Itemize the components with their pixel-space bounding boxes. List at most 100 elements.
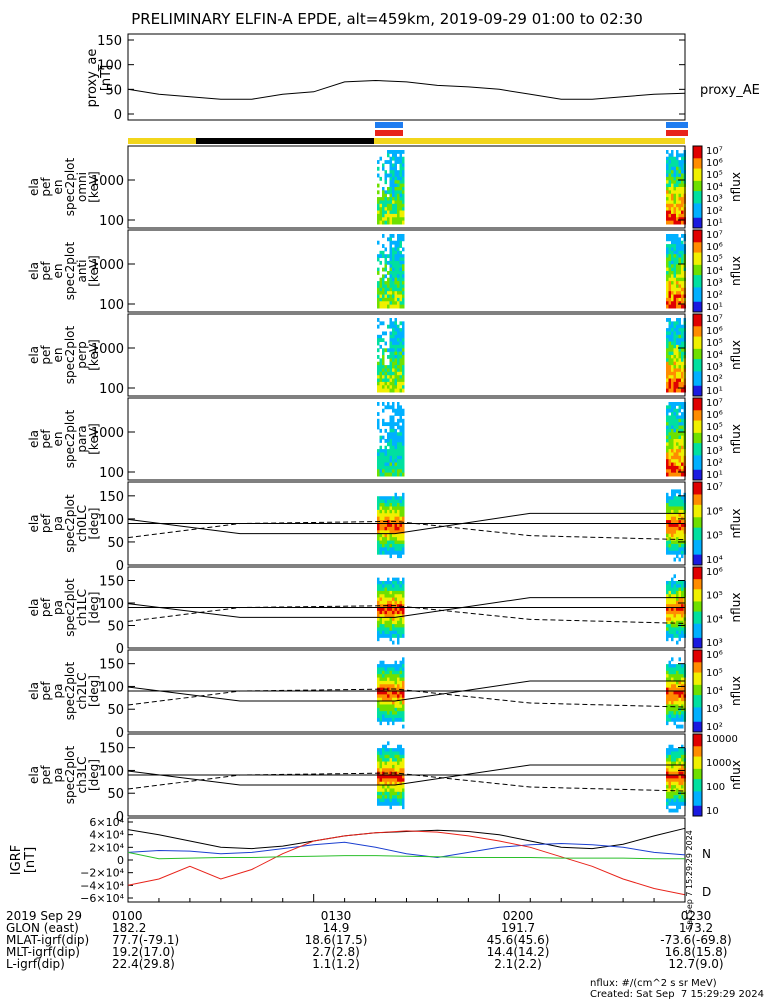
heatmap-cell bbox=[399, 385, 402, 390]
heatmap-cell bbox=[681, 428, 684, 433]
heatmap-cell bbox=[382, 714, 385, 719]
colorbar-cell bbox=[693, 595, 702, 598]
heatmap-cell bbox=[392, 287, 395, 292]
heatmap-cell bbox=[394, 274, 397, 279]
footer-value: 16.8(15.8) bbox=[664, 945, 728, 959]
heatmap-cell bbox=[382, 785, 385, 789]
heatmap-cell bbox=[392, 264, 395, 269]
heatmap-cell bbox=[382, 590, 385, 595]
heatmap-cell bbox=[394, 768, 397, 773]
heatmap-cell bbox=[399, 358, 402, 363]
heatmap-cell bbox=[387, 537, 390, 542]
heatmap-cell bbox=[387, 472, 390, 477]
heatmap-cell bbox=[678, 469, 681, 474]
heatmap-cell bbox=[673, 418, 676, 423]
heatmap-cell bbox=[678, 287, 681, 292]
footer-value: 14.4(14.2) bbox=[486, 945, 550, 959]
footer-value: 18.6(17.5) bbox=[304, 933, 368, 947]
heatmap-cell bbox=[671, 808, 674, 813]
y-tick-label: 100 bbox=[99, 680, 124, 695]
heatmap-cell bbox=[402, 805, 405, 810]
heatmap-cell bbox=[384, 630, 387, 635]
heatmap-cell bbox=[399, 667, 402, 672]
heatmap-cell bbox=[678, 338, 681, 343]
heatmap-cell bbox=[384, 707, 387, 712]
colorbar-cell bbox=[693, 297, 702, 301]
heatmap-cell bbox=[379, 627, 382, 632]
heatmap-cell bbox=[379, 294, 382, 299]
heatmap-cell bbox=[402, 580, 405, 585]
heatmap-cell bbox=[668, 540, 671, 545]
heatmap-cell bbox=[666, 365, 669, 369]
colorbar-cell bbox=[693, 573, 702, 576]
colorbar-cell bbox=[693, 221, 702, 225]
y-tick-label: 100 bbox=[99, 466, 124, 481]
heatmap-cell bbox=[676, 237, 679, 242]
heatmap-cell bbox=[671, 795, 674, 800]
heatmap-cell bbox=[399, 344, 402, 349]
heatmap-cell bbox=[392, 547, 395, 552]
heatmap-cell bbox=[387, 254, 390, 259]
heatmap-cell bbox=[377, 516, 380, 521]
heatmap-cell bbox=[379, 361, 382, 366]
heatmap-cell bbox=[382, 754, 385, 759]
heatmap-cell bbox=[399, 543, 402, 548]
heatmap-cell bbox=[402, 197, 405, 201]
heatmap-cell bbox=[379, 371, 382, 376]
heatmap-cell bbox=[397, 754, 400, 759]
heatmap-cell bbox=[379, 388, 382, 393]
heatmap-cell bbox=[673, 808, 676, 813]
heatmap-cell bbox=[392, 577, 395, 582]
heatmap-cell bbox=[392, 496, 395, 501]
colorbar-cell bbox=[693, 289, 702, 292]
heatmap-cell bbox=[394, 771, 397, 776]
heatmap-cell bbox=[671, 751, 674, 756]
colorbar-cell bbox=[693, 717, 702, 721]
heatmap-cell bbox=[389, 294, 392, 299]
heatmap-cell bbox=[676, 331, 679, 336]
heatmap-cell bbox=[377, 664, 380, 668]
heatmap-cell bbox=[384, 462, 387, 467]
heatmap-cell bbox=[678, 294, 681, 299]
heatmap-cell bbox=[402, 432, 405, 437]
heatmap-cell bbox=[382, 660, 385, 665]
colorbar-cell bbox=[693, 779, 702, 782]
colorbar-cell bbox=[693, 621, 702, 625]
colorbar-label: nflux bbox=[729, 256, 743, 286]
heatmap-cell bbox=[394, 200, 397, 205]
heatmap-cell bbox=[666, 805, 669, 810]
heatmap-cell bbox=[382, 277, 385, 282]
heatmap-cell bbox=[394, 587, 397, 592]
heatmap-cell bbox=[673, 751, 676, 756]
heatmap-cell bbox=[379, 771, 382, 776]
heatmap-cell bbox=[671, 445, 674, 450]
heatmap-cell bbox=[384, 176, 387, 181]
heatmap-cell bbox=[671, 459, 674, 464]
colorbar-cell bbox=[693, 256, 702, 260]
heatmap-cell bbox=[387, 788, 390, 793]
heatmap-cell bbox=[678, 717, 681, 722]
heatmap-cell bbox=[402, 523, 405, 528]
footer-value: 2.7(2.8) bbox=[312, 945, 360, 959]
heatmap-cell bbox=[379, 604, 382, 608]
heatmap-cell bbox=[397, 533, 400, 538]
colorbar-cell bbox=[693, 719, 702, 723]
heatmap-cell bbox=[387, 284, 390, 289]
heatmap-cell bbox=[382, 301, 385, 306]
heatmap-cell bbox=[676, 754, 679, 759]
heatmap-cell bbox=[399, 754, 402, 759]
heatmap-cell bbox=[681, 754, 684, 759]
heatmap-cell bbox=[379, 594, 382, 599]
heatmap-cell bbox=[379, 375, 382, 380]
heatmap-cell bbox=[384, 587, 387, 592]
heatmap-cell bbox=[387, 785, 390, 789]
heatmap-cell bbox=[676, 617, 679, 622]
colorbar-frame bbox=[692, 481, 703, 566]
heatmap-cell bbox=[671, 274, 674, 279]
heatmap-cell bbox=[681, 459, 684, 464]
heatmap-cell bbox=[402, 328, 405, 332]
heatmap-cell bbox=[394, 462, 397, 467]
heatmap-cell bbox=[676, 717, 679, 722]
heatmap-cell bbox=[399, 630, 402, 635]
heatmap-cell bbox=[379, 459, 382, 464]
